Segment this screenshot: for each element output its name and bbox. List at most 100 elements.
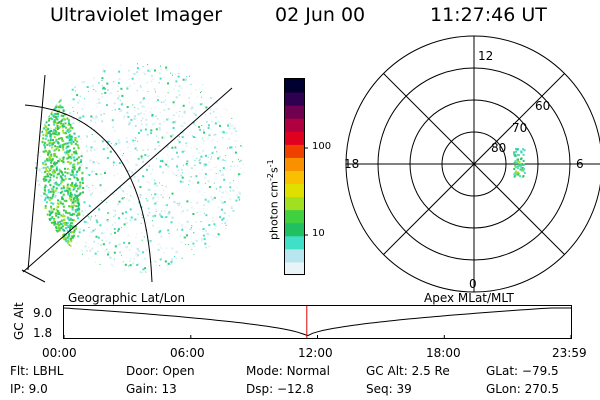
raw-image-pixel: [202, 228, 205, 230]
raw-image-aurora-pixel: [51, 143, 54, 146]
raw-image-pixel: [39, 135, 42, 138]
raw-image-pixel: [243, 73, 245, 76]
raw-image-aurora-pixel: [55, 181, 58, 184]
raw-image-aurora-pixel: [75, 210, 78, 213]
raw-image-pixel: [193, 112, 196, 115]
raw-image-aurora-pixel: [62, 109, 65, 112]
raw-image-aurora-pixel: [60, 120, 63, 122]
raw-image-pixel: [225, 240, 227, 242]
raw-image-pixel: [113, 215, 115, 217]
raw-image-aurora-pixel: [71, 127, 74, 129]
raw-image-pixel: [159, 77, 162, 80]
raw-image-aurora-pixel: [79, 160, 82, 163]
raw-image-pixel: [230, 132, 233, 135]
raw-image-aurora-pixel: [55, 227, 58, 229]
raw-image-pixel: [199, 68, 201, 70]
raw-image-pixel: [183, 110, 186, 113]
raw-image-pixel: [77, 203, 80, 206]
raw-image-aurora-pixel: [66, 185, 69, 188]
raw-image-aurora-pixel: [49, 100, 52, 103]
raw-image-aurora-pixel: [50, 112, 53, 115]
raw-image-aurora-pixel: [62, 156, 65, 159]
raw-image-pixel: [54, 232, 57, 235]
raw-image-pixel: [95, 270, 97, 272]
raw-image-aurora-pixel: [64, 122, 67, 125]
raw-image-aurora-pixel: [79, 192, 82, 195]
raw-image-pixel: [121, 166, 122, 167]
raw-image-pixel: [151, 114, 154, 117]
raw-image-pixel: [115, 142, 118, 145]
raw-image-pixel: [72, 118, 74, 120]
raw-image-pixel: [53, 201, 56, 204]
raw-image-pixel: [110, 227, 112, 229]
raw-image-pixel: [91, 150, 92, 152]
raw-image-pixel: [150, 132, 153, 135]
raw-image-pixel: [131, 171, 134, 174]
raw-image-pixel: [236, 78, 239, 81]
raw-image-pixel: [37, 83, 39, 85]
raw-image-pixel: [207, 127, 210, 129]
timeline-right-label: Apex MLat/MLT: [424, 291, 514, 305]
raw-image-pixel: [216, 264, 218, 266]
raw-image-pixel: [84, 245, 87, 248]
raw-image-aurora-pixel: [43, 144, 46, 147]
raw-image-aurora-pixel: [68, 127, 71, 130]
raw-image-pixel: [158, 96, 160, 98]
raw-image-pixel: [73, 224, 75, 226]
raw-image-aurora-pixel: [53, 100, 56, 103]
polar-aurora-pixel: [523, 163, 525, 166]
raw-image-aurora-pixel: [57, 141, 59, 144]
raw-image-pixel: [207, 271, 209, 273]
raw-image-pixel: [159, 230, 162, 233]
polar-aurora-pixel: [514, 172, 517, 175]
raw-image-aurora-pixel: [72, 198, 75, 200]
raw-image-aurora-pixel: [50, 250, 53, 253]
raw-image-aurora-pixel: [42, 162, 44, 164]
raw-image-pixel: [197, 151, 200, 154]
raw-image-aurora-pixel: [64, 142, 67, 145]
raw-image-pixel: [203, 238, 206, 241]
raw-image-pixel: [73, 111, 75, 112]
raw-image-aurora-pixel: [48, 234, 51, 237]
raw-image-pixel: [128, 85, 131, 88]
raw-image-pixel: [204, 198, 207, 201]
raw-image-aurora-pixel: [47, 115, 50, 117]
raw-image-pixel: [192, 136, 195, 138]
raw-image-pixel: [174, 256, 175, 257]
raw-image-pixel: [159, 128, 161, 131]
raw-image-pixel: [71, 189, 74, 192]
raw-image-aurora-pixel: [43, 192, 46, 195]
raw-image-pixel: [72, 122, 75, 125]
raw-image-pixel: [54, 267, 56, 269]
polar-aurora-pixel: [520, 151, 523, 154]
raw-image-pixel: [235, 263, 238, 266]
raw-image-aurora-pixel: [77, 213, 80, 216]
raw-image-pixel: [45, 241, 48, 244]
raw-image-aurora-pixel: [49, 179, 52, 182]
raw-image-pixel: [107, 144, 108, 146]
raw-image-aurora-pixel: [51, 257, 54, 260]
raw-image-pixel: [143, 158, 145, 160]
raw-image-pixel: [214, 122, 217, 125]
raw-image-pixel: [71, 251, 73, 254]
raw-image-aurora-pixel: [57, 221, 60, 224]
raw-image-pixel: [91, 170, 94, 173]
raw-image-aurora-pixel: [74, 197, 77, 200]
raw-image-pixel: [106, 201, 108, 203]
polar-aurora-pixel: [514, 155, 517, 158]
raw-image-pixel: [86, 115, 88, 117]
raw-image-aurora-pixel: [47, 256, 50, 259]
raw-image-pixel: [42, 208, 44, 210]
raw-image-pixel: [217, 256, 219, 258]
raw-image-aurora-pixel: [48, 117, 51, 120]
raw-image-pixel: [149, 241, 152, 244]
raw-image-pixel: [231, 241, 233, 243]
raw-image-pixel: [221, 208, 223, 211]
raw-image-aurora-pixel: [56, 250, 59, 253]
raw-image-pixel: [63, 209, 65, 212]
raw-image-pixel: [89, 235, 91, 237]
raw-image-pixel: [203, 131, 205, 134]
raw-image-aurora-pixel: [79, 184, 82, 187]
raw-image-pixel: [207, 156, 209, 158]
raw-image-pixel: [61, 194, 64, 197]
